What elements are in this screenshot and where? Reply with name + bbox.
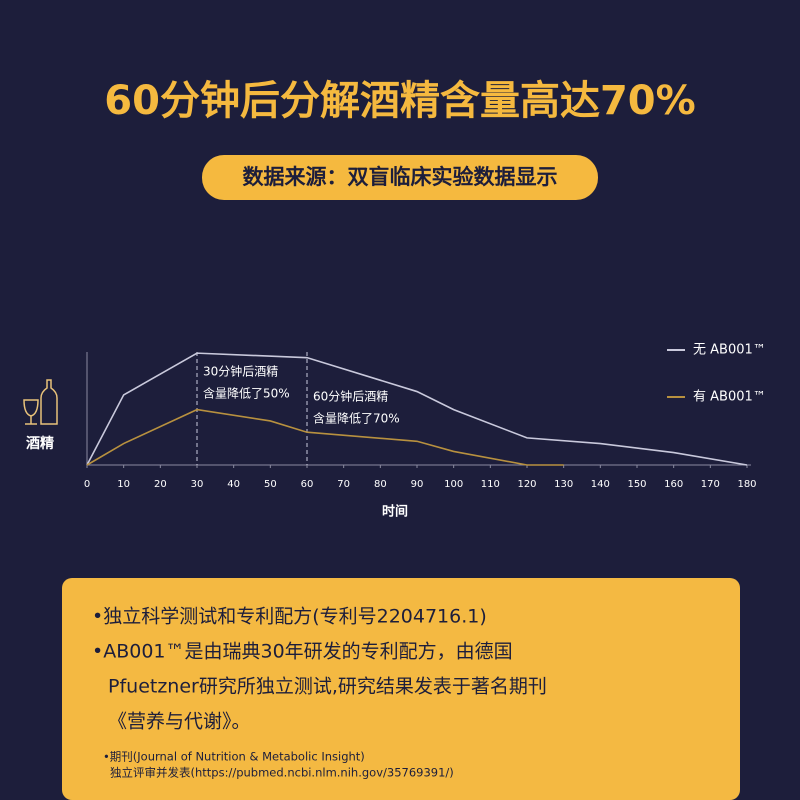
info-text: •AB001™是由瑞典30年研发的专利配方，由德国 [92,641,513,663]
info-text: Pfuetzner研究所独立测试,研究结果发表于著名期刊 [108,676,547,698]
legend-label: 无 AB001™ [693,343,766,358]
x-tick-label: 50 [264,479,277,490]
wine-icon [23,379,58,425]
x-tick-label: 170 [701,479,720,490]
y-axis-label: 酒精 [26,435,54,452]
series-line [86,408,564,466]
annotation-text: 30分钟后酒精 [203,364,278,379]
x-tick-label: 180 [737,479,756,490]
x-tick-label: 0 [84,479,90,490]
x-tick-label: 60 [301,479,314,490]
x-tick-label: 140 [591,479,610,490]
series-line [86,352,748,466]
info-box [62,578,740,800]
annotation-text: 含量降低了70% [313,411,400,426]
x-tick-label: 160 [664,479,683,490]
x-tick-label: 150 [627,479,646,490]
footnote: 独立评审并发表(https://pubmed.ncbi.nlm.nih.gov/… [110,766,454,780]
annotation-text: 含量降低了50% [203,386,290,401]
x-tick-label: 70 [337,479,350,490]
footnote: •期刊(Journal of Nutrition & Metabolic Ins… [103,750,365,764]
x-tick-label: 120 [517,479,536,490]
x-tick-label: 100 [444,479,463,490]
x-tick-label: 110 [481,479,500,490]
annotation-text: 60分钟后酒精 [313,389,388,404]
subtitle-pill [202,155,598,200]
x-axis-label: 时间 [382,504,408,520]
x-tick-label: 130 [554,479,573,490]
title: 60分钟后分解酒精含量高达70% [104,78,695,124]
x-tick-label: 20 [154,479,167,490]
subtitle: 数据来源：双盲临床实验数据显示 [243,165,558,189]
x-tick-label: 90 [411,479,424,490]
x-tick-label: 40 [227,479,240,490]
x-tick-label: 10 [117,479,130,490]
legend-label: 有 AB001™ [693,390,766,405]
x-tick-label: 30 [191,479,204,490]
info-text: •独立科学测试和专利配方(专利号2204716.1) [92,606,487,628]
x-tick-label: 80 [374,479,387,490]
info-text: 《营养与代谢》。 [108,711,251,733]
